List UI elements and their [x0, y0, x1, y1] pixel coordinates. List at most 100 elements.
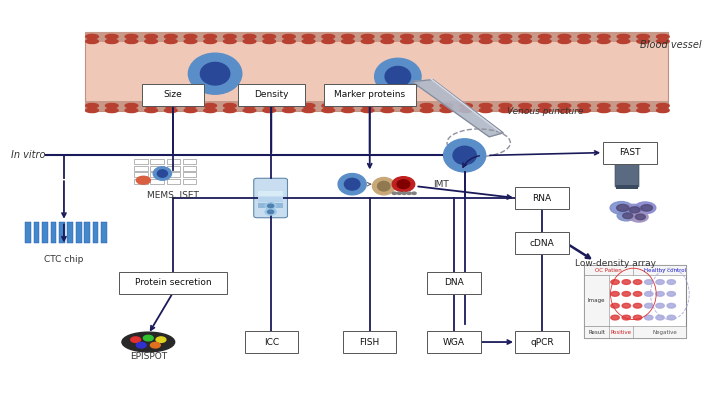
Ellipse shape [342, 103, 354, 108]
Circle shape [667, 280, 675, 284]
Ellipse shape [200, 63, 230, 85]
Ellipse shape [538, 108, 551, 112]
Text: Image: Image [588, 298, 605, 303]
Ellipse shape [342, 108, 354, 112]
Text: Size: Size [163, 90, 183, 99]
FancyBboxPatch shape [135, 166, 147, 171]
FancyBboxPatch shape [67, 222, 73, 244]
Ellipse shape [263, 39, 276, 44]
Ellipse shape [657, 39, 669, 44]
Ellipse shape [374, 58, 421, 95]
Ellipse shape [381, 34, 394, 39]
FancyBboxPatch shape [34, 222, 39, 244]
Text: Marker proteins: Marker proteins [334, 90, 405, 99]
Ellipse shape [188, 53, 242, 94]
Text: WGA: WGA [443, 337, 465, 346]
Circle shape [656, 280, 664, 284]
Ellipse shape [265, 209, 276, 215]
Text: Positive: Positive [611, 329, 632, 335]
Ellipse shape [381, 103, 394, 108]
Ellipse shape [460, 108, 473, 112]
Ellipse shape [184, 39, 197, 44]
Ellipse shape [322, 34, 334, 39]
Ellipse shape [302, 108, 315, 112]
Circle shape [150, 343, 160, 348]
Ellipse shape [302, 103, 315, 108]
Circle shape [611, 291, 619, 296]
Circle shape [610, 202, 633, 214]
FancyBboxPatch shape [253, 178, 288, 218]
Circle shape [635, 214, 645, 220]
Ellipse shape [538, 39, 551, 44]
FancyBboxPatch shape [167, 172, 180, 177]
FancyBboxPatch shape [101, 222, 107, 244]
Ellipse shape [617, 103, 630, 108]
FancyBboxPatch shape [167, 159, 180, 164]
FancyBboxPatch shape [25, 222, 31, 244]
Ellipse shape [362, 108, 374, 112]
FancyBboxPatch shape [245, 331, 298, 353]
Circle shape [136, 176, 150, 184]
Circle shape [656, 291, 664, 296]
FancyBboxPatch shape [135, 179, 147, 184]
Ellipse shape [420, 39, 433, 44]
Ellipse shape [263, 103, 276, 108]
FancyBboxPatch shape [135, 159, 147, 164]
Ellipse shape [637, 103, 649, 108]
Ellipse shape [263, 108, 276, 112]
Ellipse shape [145, 103, 158, 108]
Ellipse shape [158, 170, 168, 177]
Ellipse shape [268, 204, 274, 208]
FancyBboxPatch shape [427, 272, 480, 294]
Ellipse shape [145, 39, 158, 44]
Text: Negative: Negative [652, 329, 677, 335]
Ellipse shape [460, 103, 473, 108]
Ellipse shape [302, 34, 315, 39]
FancyBboxPatch shape [150, 172, 164, 177]
Ellipse shape [105, 34, 118, 39]
Text: MEMS, ISET: MEMS, ISET [147, 191, 199, 200]
FancyBboxPatch shape [324, 84, 416, 106]
Ellipse shape [165, 103, 177, 108]
FancyBboxPatch shape [258, 203, 284, 208]
Ellipse shape [420, 103, 433, 108]
Ellipse shape [420, 34, 433, 39]
Text: qPCR: qPCR [530, 337, 553, 346]
Ellipse shape [401, 34, 413, 39]
Ellipse shape [440, 103, 453, 108]
Circle shape [656, 303, 664, 308]
Ellipse shape [538, 103, 551, 108]
FancyBboxPatch shape [119, 272, 227, 294]
Circle shape [624, 204, 643, 215]
Ellipse shape [499, 103, 512, 108]
Ellipse shape [397, 180, 410, 188]
Ellipse shape [637, 108, 649, 112]
Ellipse shape [558, 39, 571, 44]
Ellipse shape [381, 39, 394, 44]
Ellipse shape [519, 108, 531, 112]
Text: Protein secretion: Protein secretion [135, 278, 211, 287]
Ellipse shape [322, 103, 334, 108]
Text: Blood vessel: Blood vessel [640, 40, 702, 50]
Ellipse shape [223, 108, 236, 112]
Ellipse shape [453, 146, 476, 164]
FancyBboxPatch shape [167, 179, 180, 184]
Ellipse shape [637, 39, 649, 44]
FancyBboxPatch shape [584, 265, 686, 275]
FancyBboxPatch shape [85, 101, 669, 111]
Ellipse shape [440, 108, 453, 112]
Ellipse shape [381, 108, 394, 112]
FancyBboxPatch shape [135, 172, 147, 177]
Ellipse shape [597, 108, 610, 112]
Circle shape [402, 192, 406, 194]
Text: FISH: FISH [359, 337, 380, 346]
Ellipse shape [338, 173, 366, 195]
Text: Density: Density [254, 90, 289, 99]
Ellipse shape [377, 181, 390, 191]
Text: CTC chip: CTC chip [44, 255, 84, 264]
FancyBboxPatch shape [516, 232, 569, 254]
FancyBboxPatch shape [167, 166, 180, 171]
FancyBboxPatch shape [258, 191, 284, 196]
Ellipse shape [617, 39, 630, 44]
Ellipse shape [558, 103, 571, 108]
